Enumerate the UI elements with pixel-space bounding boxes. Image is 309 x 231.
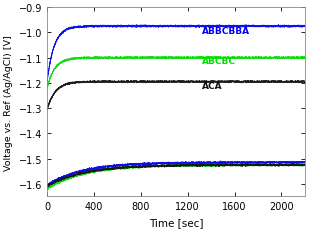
Text: ABBCBBA: ABBCBBA (202, 27, 250, 36)
X-axis label: Time [sec]: Time [sec] (149, 217, 203, 227)
Text: ABCBC: ABCBC (202, 57, 236, 66)
Y-axis label: Voltage vs. Ref (Ag/AgCl) [V]: Voltage vs. Ref (Ag/AgCl) [V] (4, 35, 13, 170)
Text: ACA: ACA (202, 82, 222, 91)
